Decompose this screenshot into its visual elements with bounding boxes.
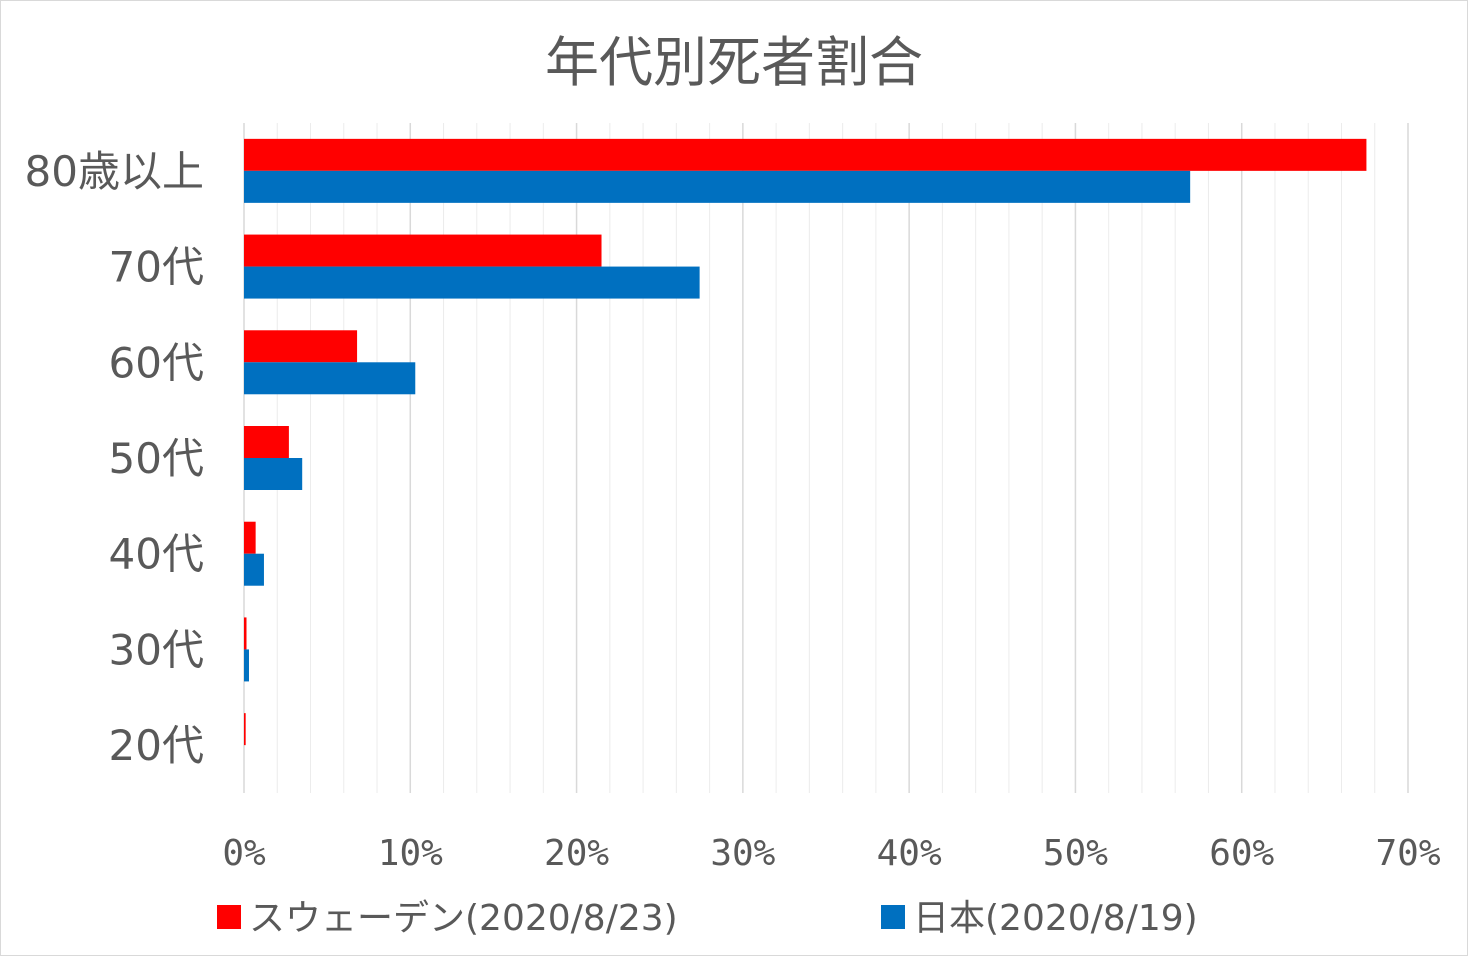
category-label: 20代 <box>109 721 204 770</box>
x-tick-label: 10% <box>378 833 443 874</box>
bar-sweden <box>244 521 256 554</box>
category-label: 50代 <box>109 434 204 483</box>
x-tick-label: 60% <box>1209 833 1274 874</box>
category-label: 30代 <box>109 625 204 674</box>
category-label: 70代 <box>109 243 204 292</box>
chart-title: 年代別死者割合 <box>545 31 923 94</box>
bar-japan <box>244 458 303 490</box>
bar-sweden <box>244 234 602 267</box>
bar-japan <box>244 362 416 395</box>
x-tick-labels: 0% 10% 20% 30% 40% 50% 60% 70% <box>222 833 1441 874</box>
category-label: 40代 <box>109 530 204 579</box>
legend-swatch <box>881 905 905 929</box>
bar-japan <box>244 170 1191 203</box>
legend-label: 日本(2020/8/19) <box>913 898 1198 939</box>
category-label: 80歳以上 <box>25 147 204 196</box>
bar-sweden <box>244 713 246 746</box>
bar-sweden <box>244 138 1367 171</box>
legend-swatch <box>217 905 241 929</box>
bar-japan <box>244 553 264 586</box>
bar-sweden <box>244 617 247 650</box>
gridlines <box>243 123 1409 793</box>
legend-label: スウェーデン(2020/8/23) <box>249 898 678 939</box>
bar-japan <box>244 649 249 682</box>
bar-sweden <box>244 426 289 458</box>
x-tick-label: 20% <box>544 833 609 874</box>
x-tick-label: 40% <box>877 833 942 874</box>
x-tick-label: 0% <box>222 833 266 874</box>
x-tick-label: 70% <box>1375 833 1440 874</box>
x-tick-label: 30% <box>710 833 775 874</box>
bar-japan <box>244 266 700 299</box>
bars <box>244 138 1367 746</box>
category-label: 60代 <box>109 338 204 387</box>
category-labels: 80歳以上 70代 60代 50代 40代 30代 20代 <box>25 147 204 770</box>
bar-sweden <box>244 330 358 363</box>
x-tick-label: 50% <box>1043 833 1108 874</box>
legend: スウェーデン(2020/8/23) 日本(2020/8/19) <box>217 898 1198 939</box>
